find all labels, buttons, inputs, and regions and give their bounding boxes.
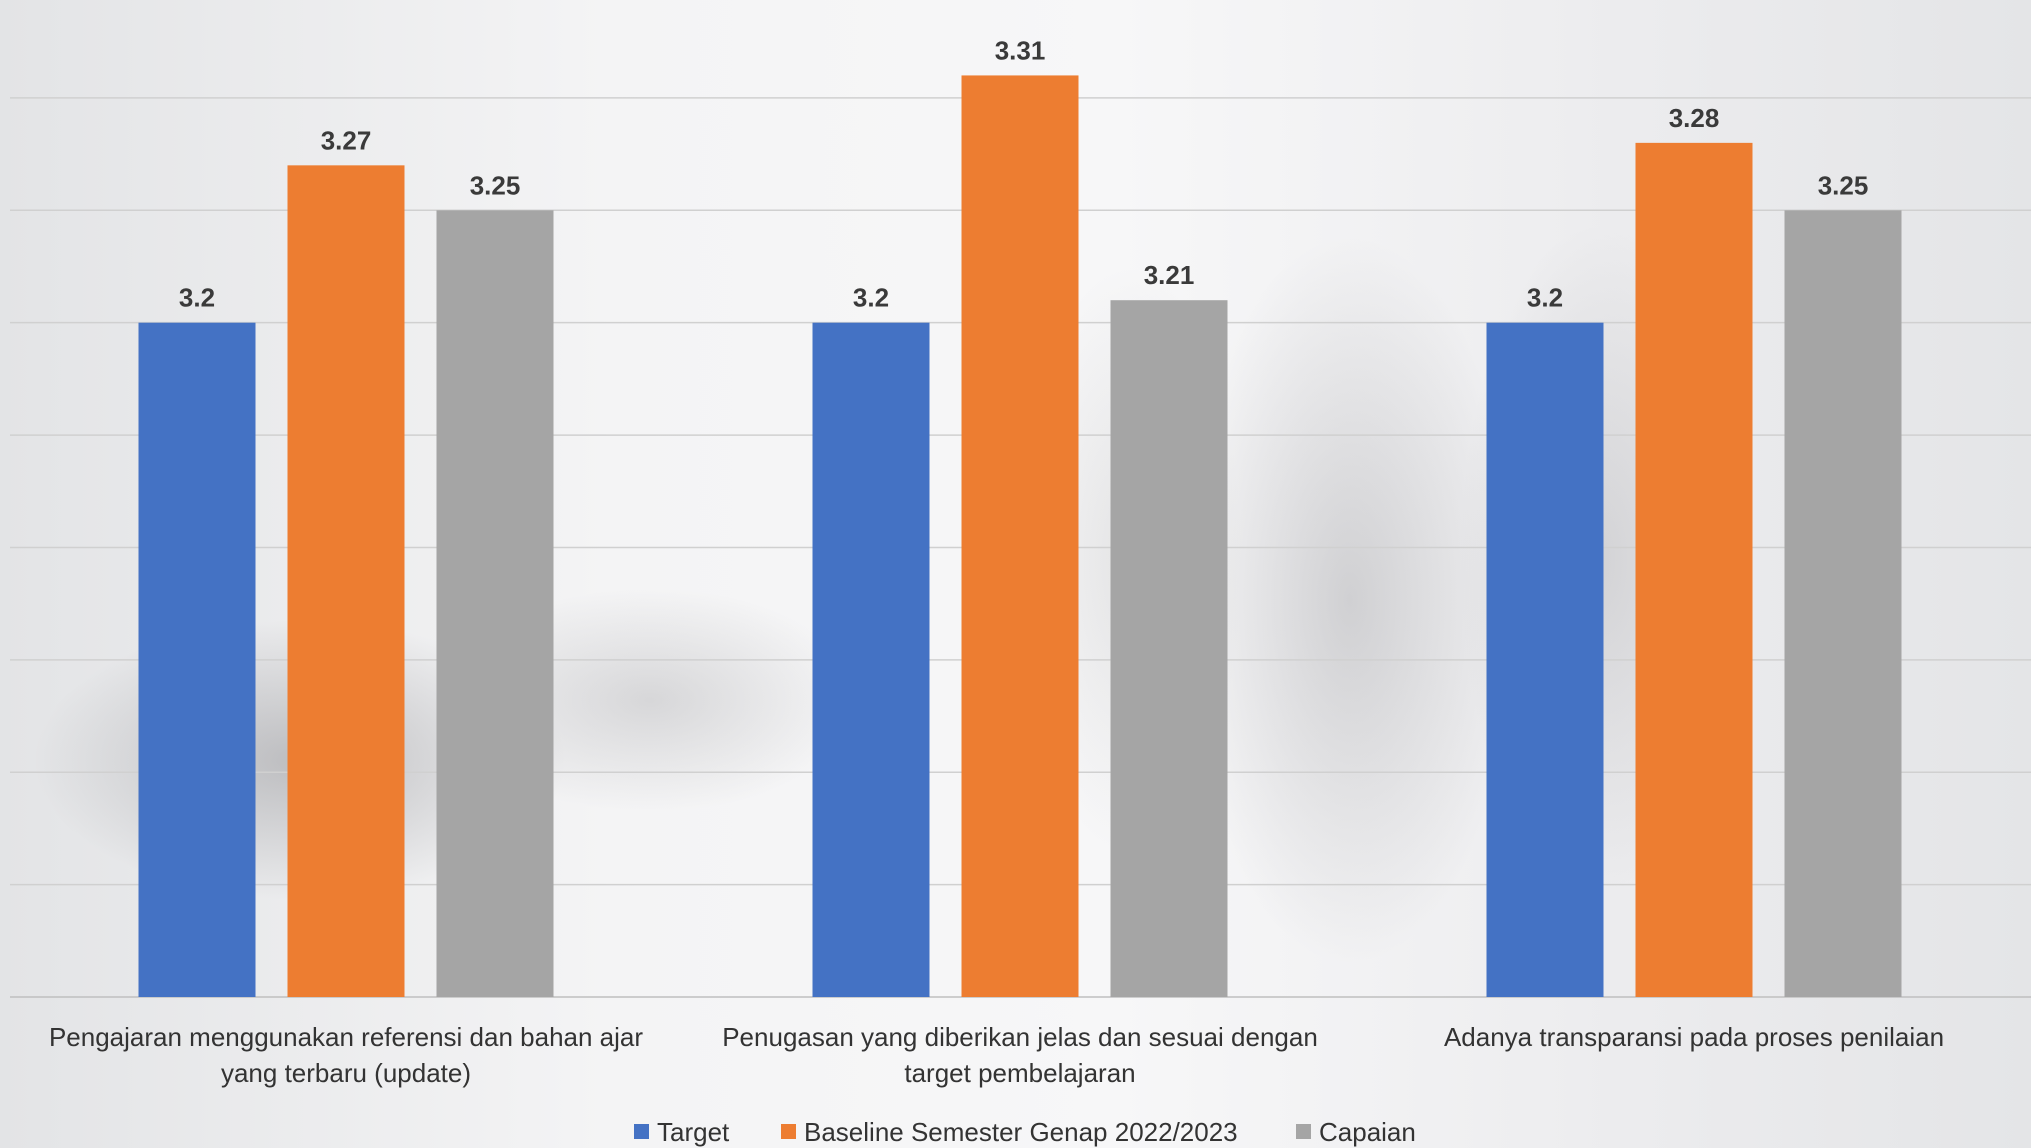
bar [1110,300,1228,997]
data-label: 3.21 [1144,260,1195,290]
category-label: target pembelajaran [904,1058,1135,1088]
data-label: 3.31 [995,35,1046,65]
bar [287,165,405,997]
legend-swatch [781,1124,796,1139]
legend-swatch [634,1124,649,1139]
bar [812,322,930,997]
bar [436,210,554,997]
category-label: Penugasan yang diberikan jelas dan sesua… [722,1022,1318,1052]
legend-label: Capaian [1319,1117,1416,1147]
data-label: 3.28 [1669,103,1720,133]
data-label: 3.27 [321,125,372,155]
category-label: Pengajaran menggunakan referensi dan bah… [49,1022,643,1052]
category-label: yang terbaru (update) [221,1058,471,1088]
legend-swatch [1296,1124,1311,1139]
data-label: 3.25 [470,170,521,200]
bar [138,322,256,997]
bar [1635,142,1753,997]
bar [1486,322,1604,997]
data-label: 3.25 [1818,170,1869,200]
legend-label: Baseline Semester Genap 2022/2023 [804,1117,1238,1147]
data-label: 3.2 [1527,283,1563,313]
bar [961,75,1079,997]
category-label: Adanya transparansi pada proses penilaia… [1444,1022,1944,1052]
bar [1784,210,1902,997]
legend-label: Target [657,1117,730,1147]
data-label: 3.2 [179,283,215,313]
data-label: 3.2 [853,283,889,313]
